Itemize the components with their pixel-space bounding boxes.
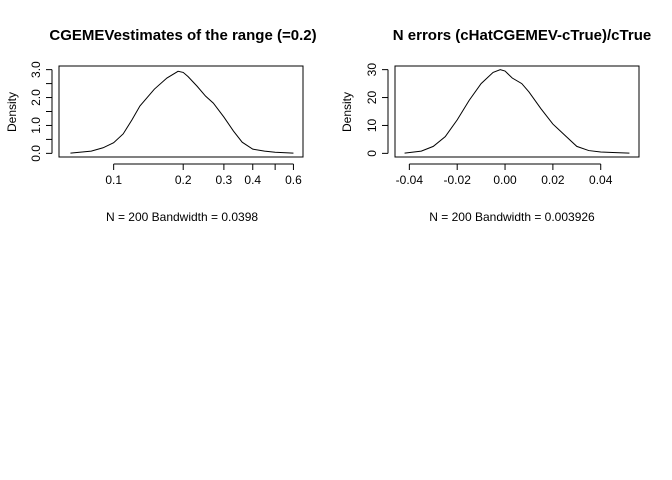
x-tick-label: 0.2 bbox=[175, 173, 192, 187]
x-tick-label: 0.04 bbox=[589, 173, 613, 187]
y-tick-label: 0.0 bbox=[29, 145, 43, 162]
right-x-axis-label: N = 200 Bandwidth = 0.003926 bbox=[429, 210, 595, 224]
right-y-axis: 0 10 20 30 bbox=[365, 63, 389, 157]
x-tick-label: 0.00 bbox=[493, 173, 517, 187]
x-tick-label: 0.3 bbox=[216, 173, 233, 187]
left-y-axis: 0.0 1.0 2.0 3.0 bbox=[29, 61, 53, 162]
x-tick-label: -0.04 bbox=[396, 173, 424, 187]
x-tick-label: 0.4 bbox=[244, 173, 261, 187]
left-chart-title: CGEMEVestimates of the range (=0.2) bbox=[49, 27, 316, 44]
right-plot-box bbox=[394, 65, 640, 158]
y-tick-label: 20 bbox=[365, 91, 379, 105]
y-tick-label: 1.0 bbox=[29, 117, 43, 134]
right-y-axis-label: Density bbox=[340, 92, 354, 132]
x-tick-label: 0.1 bbox=[105, 173, 122, 187]
y-tick-label: 3.0 bbox=[29, 61, 43, 78]
panel-left: CGEMEVestimates of the range (=0.2) 0.1 0… bbox=[5, 27, 317, 224]
left-x-axis: 0.1 0.2 0.3 0.4 0.6 bbox=[105, 163, 302, 187]
y-tick-label: 30 bbox=[365, 63, 379, 77]
right-chart-title: N errors (cHatCGEMEV-cTrue)/cTrue bbox=[393, 27, 651, 44]
y-tick-label: 0 bbox=[365, 150, 379, 157]
panel-right: N errors (cHatCGEMEV-cTrue)/cTrue -0.04-… bbox=[340, 27, 651, 224]
x-tick-label: 0.02 bbox=[541, 173, 565, 187]
left-density-line bbox=[70, 70, 294, 154]
right-x-axis: -0.04 -0.02 0.00 0.02 0.04 bbox=[396, 163, 613, 187]
left-y-axis-label: Density bbox=[5, 92, 19, 132]
y-tick-label: 10 bbox=[365, 118, 379, 132]
left-plot-box bbox=[58, 65, 304, 158]
right-density-line bbox=[404, 69, 630, 154]
x-tick-label: 0.6 bbox=[285, 173, 302, 187]
x-tick-label: -0.02 bbox=[444, 173, 472, 187]
y-tick-label: 2.0 bbox=[29, 89, 43, 106]
left-x-axis-label: N = 200 Bandwidth = 0.0398 bbox=[106, 210, 258, 224]
